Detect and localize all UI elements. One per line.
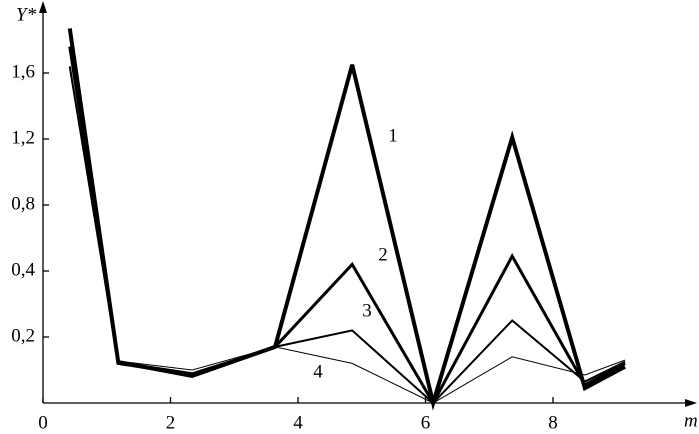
y-tick-label: 1,6 [11, 61, 35, 82]
y-axis-arrow [39, 1, 47, 13]
series-line [67, 28, 626, 411]
y-tick-label: 0,4 [11, 259, 35, 280]
y-tick-label: 0,8 [11, 193, 35, 214]
x-tick-label: 0 [38, 412, 48, 433]
x-tick-label: 8 [548, 412, 558, 433]
series-label: 4 [313, 361, 323, 382]
y-axis-label: Y* [16, 4, 37, 25]
x-axis-label: m [684, 410, 698, 431]
y-tick-label: 0,2 [11, 325, 35, 346]
series-label: 3 [362, 300, 372, 321]
series-label: 1 [388, 125, 398, 146]
series-label: 2 [378, 244, 388, 265]
x-tick-label: 4 [293, 412, 303, 433]
x-tick-label: 2 [166, 412, 176, 433]
x-tick-label: 6 [421, 412, 431, 433]
series-line [69, 69, 626, 404]
series-line [68, 46, 626, 407]
x-axis-arrow [685, 399, 697, 407]
series-line [68, 66, 626, 405]
y-tick-label: 1,2 [11, 127, 35, 148]
